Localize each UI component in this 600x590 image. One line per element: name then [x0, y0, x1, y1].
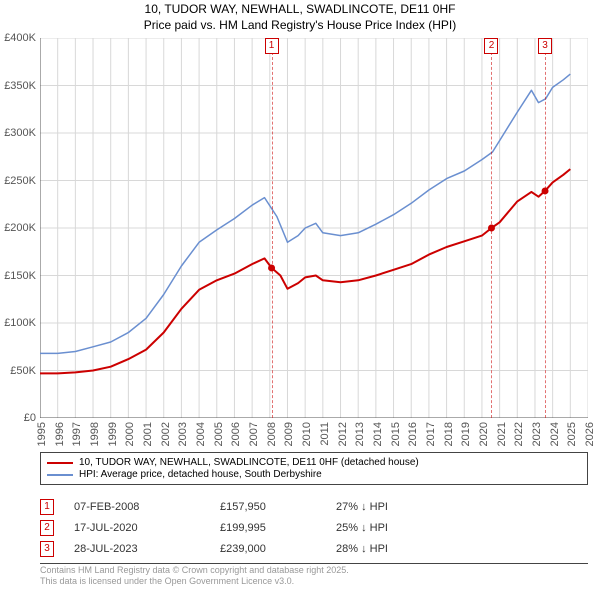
x-tick-label: 2024: [549, 422, 561, 446]
legend-item: 10, TUDOR WAY, NEWHALL, SWADLINCOTE, DE1…: [47, 457, 581, 468]
x-tick-label: 2016: [407, 422, 419, 446]
y-tick-label: £300K: [4, 127, 36, 139]
x-tick-label: 2019: [460, 422, 472, 446]
sales-table: 1 07-FEB-2008 £157,950 27% ↓ HPI 2 17-JUL-202…: [40, 496, 588, 559]
x-tick-label: 2017: [425, 422, 437, 446]
y-tick-label: £0: [24, 412, 36, 424]
sales-delta: 27% ↓ HPI: [336, 501, 456, 513]
x-tick-label: 2009: [283, 422, 295, 446]
sales-badge: 1: [40, 499, 54, 515]
sales-date: 28-JUL-2023: [74, 543, 214, 555]
callout-badge: 3: [538, 38, 552, 54]
x-tick-label: 1995: [36, 422, 48, 446]
callout-vline: [545, 52, 546, 418]
x-tick-label: 2001: [142, 422, 154, 446]
sales-badge: 2: [40, 520, 54, 536]
x-tick-label: 2023: [531, 422, 543, 446]
attribution: Contains HM Land Registry data © Crown c…: [40, 563, 588, 588]
x-tick-label: 2022: [513, 422, 525, 446]
x-tick-label: 2002: [160, 422, 172, 446]
callout-vline: [491, 52, 492, 418]
sales-price: £239,000: [220, 543, 330, 555]
chart-svg: [40, 38, 588, 418]
chart-title: 10, TUDOR WAY, NEWHALL, SWADLINCOTE, DE1…: [0, 0, 600, 33]
x-tick-label: 2026: [584, 422, 596, 446]
legend-swatch: [47, 474, 73, 476]
callout-badge: 2: [484, 38, 498, 54]
legend-swatch: [47, 462, 73, 464]
y-tick-label: £100K: [4, 317, 36, 329]
attribution-line: Contains HM Land Registry data © Crown c…: [40, 565, 588, 576]
x-tick-label: 2008: [266, 422, 278, 446]
y-tick-label: £200K: [4, 222, 36, 234]
sales-row: 3 28-JUL-2023 £239,000 28% ↓ HPI: [40, 538, 588, 559]
x-tick-label: 2015: [390, 422, 402, 446]
x-tick-label: 2003: [177, 422, 189, 446]
sales-delta: 25% ↓ HPI: [336, 522, 456, 534]
y-tick-label: £250K: [4, 175, 36, 187]
y-tick-label: £50K: [10, 365, 36, 377]
legend-item: HPI: Average price, detached house, Sout…: [47, 469, 581, 480]
sales-row: 1 07-FEB-2008 £157,950 27% ↓ HPI: [40, 496, 588, 517]
sales-row: 2 17-JUL-2020 £199,995 25% ↓ HPI: [40, 517, 588, 538]
sales-badge: 3: [40, 541, 54, 557]
sales-date: 07-FEB-2008: [74, 501, 214, 513]
sales-date: 17-JUL-2020: [74, 522, 214, 534]
title-address: 10, TUDOR WAY, NEWHALL, SWADLINCOTE, DE1…: [0, 2, 600, 18]
x-tick-label: 2006: [230, 422, 242, 446]
title-subtitle: Price paid vs. HM Land Registry's House …: [0, 18, 600, 34]
x-tick-label: 2025: [566, 422, 578, 446]
x-tick-label: 2004: [195, 422, 207, 446]
callout-vline: [272, 52, 273, 418]
x-tick-label: 2013: [354, 422, 366, 446]
x-tick-label: 2005: [213, 422, 225, 446]
attribution-line: This data is licensed under the Open Gov…: [40, 576, 588, 587]
callout-badge: 1: [265, 38, 279, 54]
x-tick-label: 2014: [372, 422, 384, 446]
x-tick-label: 1998: [89, 422, 101, 446]
x-tick-label: 2021: [496, 422, 508, 446]
x-tick-label: 2010: [301, 422, 313, 446]
x-tick-label: 2007: [248, 422, 260, 446]
x-tick-label: 1997: [71, 422, 83, 446]
x-tick-label: 2018: [443, 422, 455, 446]
y-tick-label: £400K: [4, 32, 36, 44]
legend-label: HPI: Average price, detached house, Sout…: [79, 469, 322, 480]
x-tick-label: 1996: [54, 422, 66, 446]
x-tick-label: 1999: [107, 422, 119, 446]
sales-delta: 28% ↓ HPI: [336, 543, 456, 555]
x-tick-label: 2020: [478, 422, 490, 446]
sales-price: £199,995: [220, 522, 330, 534]
x-tick-label: 2012: [337, 422, 349, 446]
chart-legend: 10, TUDOR WAY, NEWHALL, SWADLINCOTE, DE1…: [40, 452, 588, 485]
legend-label: 10, TUDOR WAY, NEWHALL, SWADLINCOTE, DE1…: [79, 457, 419, 468]
y-tick-label: £350K: [4, 80, 36, 92]
chart-container: 10, TUDOR WAY, NEWHALL, SWADLINCOTE, DE1…: [0, 0, 600, 590]
sales-price: £157,950: [220, 501, 330, 513]
x-tick-label: 2000: [124, 422, 136, 446]
chart-plot-area: £0£50K£100K£150K£200K£250K£300K£350K£400…: [40, 38, 588, 418]
x-tick-label: 2011: [319, 422, 331, 446]
y-tick-label: £150K: [4, 270, 36, 282]
